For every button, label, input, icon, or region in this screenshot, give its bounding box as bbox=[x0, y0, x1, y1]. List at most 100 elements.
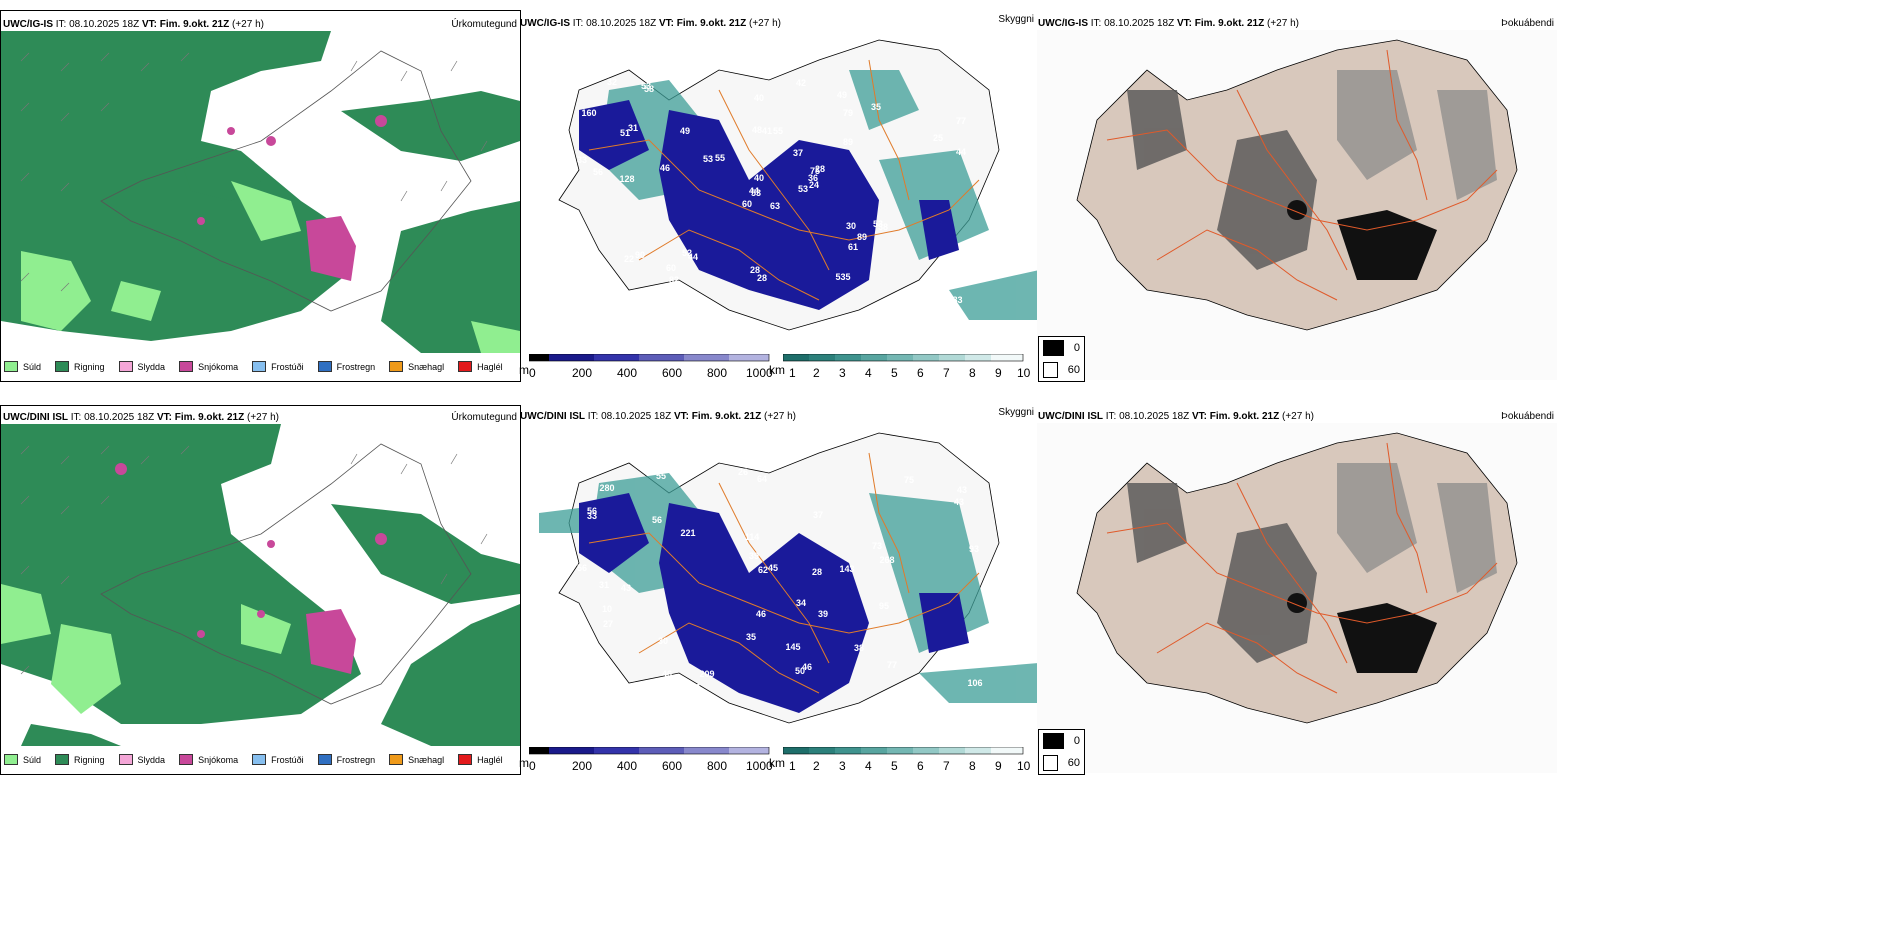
fog-legend-item-60: 60 bbox=[1039, 359, 1084, 381]
cloud-base-label: 145 bbox=[785, 642, 800, 652]
cloud-base-label: 33 bbox=[887, 695, 897, 705]
cloud-base-label: 31 bbox=[599, 580, 609, 590]
field-title: Úrkomutegund bbox=[451, 19, 517, 30]
cloud-base-label: 39 bbox=[818, 609, 828, 619]
cloud-base-label: 46 bbox=[660, 163, 670, 173]
cloud-base-label: 283 bbox=[947, 295, 962, 305]
legend-item-snaehagl: Snæhagl bbox=[389, 754, 444, 765]
cloud-base-label: 40 bbox=[754, 173, 764, 183]
valid-time: VT: Fim. 9.okt. 21Z bbox=[673, 411, 762, 422]
cloud-base-label: 77 bbox=[956, 116, 966, 126]
visibility-colorbar: km 1 2 3 4 5 6 7 8 9 10 bbox=[769, 354, 1037, 380]
cloud-base-label: 89 bbox=[857, 232, 867, 242]
cloud-base-label: 25 bbox=[933, 133, 943, 143]
cloud-base-label: 46 bbox=[756, 609, 766, 619]
cloud-base-label: 28 bbox=[750, 265, 760, 275]
fog-panel-bottom: UWC/DINI ISL IT: 08.10.2025 18Z VT: Fim.… bbox=[1037, 405, 1557, 775]
init-time: IT: 08.10.2025 18Z bbox=[1105, 411, 1190, 422]
cloud-base-label: 280 bbox=[599, 483, 614, 493]
visibility-colorbar-svg bbox=[783, 354, 1024, 362]
swatch-frostudi bbox=[252, 754, 267, 765]
cloud-base-label: 56 bbox=[587, 506, 597, 516]
vis-tick-9: 10 bbox=[1017, 366, 1031, 380]
lead-time: (+27 h) bbox=[232, 19, 264, 30]
visibility-unit: km bbox=[769, 363, 785, 377]
cloud-base-label: 63 bbox=[770, 201, 780, 211]
cloud-base-label: 63 bbox=[605, 274, 615, 284]
valid-time: VT: Fim. 9.okt. 21Z bbox=[141, 19, 230, 30]
cloud-base-label: 43 bbox=[954, 497, 964, 507]
legend-item-frostudi: Frostúði bbox=[252, 361, 304, 372]
fog-swatch-0 bbox=[1043, 340, 1064, 356]
cloud-base-label: 11 bbox=[610, 300, 620, 310]
cloud-base-label: 143 bbox=[839, 564, 854, 574]
cloud-base-label: 55 bbox=[773, 126, 783, 136]
cloud-base-label: 61 bbox=[848, 242, 858, 252]
height-colorbar-svg bbox=[529, 354, 770, 362]
cloud-base-label: 37 bbox=[793, 148, 803, 158]
cloud-base-label: 106 bbox=[967, 678, 982, 688]
cloud-base-label: 58 bbox=[644, 84, 654, 94]
cloud-base-label: 10 bbox=[602, 604, 612, 614]
precip-panel-bottom: UWC/DINI ISL IT: 08.10.2025 18Z VT: Fim.… bbox=[0, 405, 521, 775]
vis-tick-7: 8 bbox=[969, 759, 976, 773]
cloud-base-label: 30 bbox=[658, 636, 668, 646]
cloud-base-label: 56 bbox=[652, 515, 662, 525]
vis-tick-3: 4 bbox=[865, 759, 872, 773]
model-name: UWC/IG-IS bbox=[3, 19, 53, 30]
cloud-base-label: 32 bbox=[607, 77, 617, 87]
cloud-base-label: 86 bbox=[922, 691, 932, 701]
swatch-haglel bbox=[458, 361, 473, 372]
height-tick-3: 600 bbox=[662, 366, 683, 380]
legend-item-haglel: Haglél bbox=[458, 754, 503, 765]
cloud-base-label: 56 bbox=[593, 167, 603, 177]
cloud-base-label: 79 bbox=[843, 108, 853, 118]
precip-map-svg bbox=[1, 424, 520, 746]
cloud-base-label: 60 bbox=[742, 199, 752, 209]
cloud-base-label: 65 bbox=[642, 299, 652, 309]
cloud-base-label: 53 bbox=[703, 154, 713, 164]
cloud-base-label: 43 bbox=[957, 485, 967, 495]
panel-header: UWC/DINI ISL IT: 08.10.2025 18Z VT: Fim.… bbox=[3, 412, 279, 423]
height-tick-4: 800 bbox=[707, 759, 728, 773]
height-tick-2: 400 bbox=[617, 366, 638, 380]
cloud-base-label: 46 bbox=[662, 669, 672, 679]
field-title: Þokuábendi bbox=[1501, 18, 1554, 29]
model-name: UWC/DINI ISL bbox=[3, 412, 68, 423]
cloud-base-label: 49 bbox=[837, 90, 847, 100]
vis-tick-4: 5 bbox=[891, 759, 898, 773]
cloud-base-label: 24 bbox=[809, 180, 819, 190]
vis-tick-0: 1 bbox=[789, 366, 796, 380]
model-name: UWC/IG-IS bbox=[520, 18, 570, 29]
legend-item-snjokoma: Snjókoma bbox=[179, 361, 238, 372]
init-time: IT: 08.10.2025 18Z bbox=[587, 411, 672, 422]
cloud-base-label: 268 bbox=[879, 555, 894, 565]
cloud-base-label: 60 bbox=[666, 263, 676, 273]
vis-tick-5: 6 bbox=[917, 759, 924, 773]
swatch-snaehagl bbox=[389, 361, 404, 372]
valid-time: VT: Fim. 9.okt. 21Z bbox=[156, 412, 245, 423]
swatch-frostregn bbox=[317, 754, 332, 765]
cloud-base-label: 75 bbox=[810, 166, 820, 176]
cloud-base-label: 23 bbox=[633, 683, 643, 693]
cloud-base-label: 128 bbox=[619, 174, 634, 184]
cloud-base-label: 44 bbox=[688, 252, 698, 262]
swatch-slydda bbox=[118, 361, 133, 372]
legend-item-slydda: Slydda bbox=[118, 754, 165, 765]
legend-item-snjokoma: Snjókoma bbox=[179, 754, 238, 765]
swatch-suld bbox=[4, 754, 18, 765]
init-time: IT: 08.10.2025 18Z bbox=[1090, 18, 1175, 29]
init-time: IT: 08.10.2025 18Z bbox=[55, 19, 140, 30]
legend-item-slydda: Slydda bbox=[118, 361, 165, 372]
height-colorbar: m 0 200 400 600 800 1000 bbox=[519, 747, 773, 773]
visibility-unit: km bbox=[769, 756, 785, 770]
fog-legend: 0 60 bbox=[1038, 729, 1085, 775]
vis-tick-4: 5 bbox=[891, 366, 898, 380]
panel-header: UWC/DINI ISL IT: 08.10.2025 18Z VT: Fim.… bbox=[520, 411, 796, 422]
cloud-base-label: 50 bbox=[795, 666, 805, 676]
lead-time: (+27 h) bbox=[1267, 18, 1299, 29]
cloud-base-label: 52 bbox=[682, 248, 692, 258]
panel-header: UWC/DINI ISL IT: 08.10.2025 18Z VT: Fim.… bbox=[1038, 411, 1314, 422]
fog-legend-item-0: 0 bbox=[1039, 337, 1084, 359]
